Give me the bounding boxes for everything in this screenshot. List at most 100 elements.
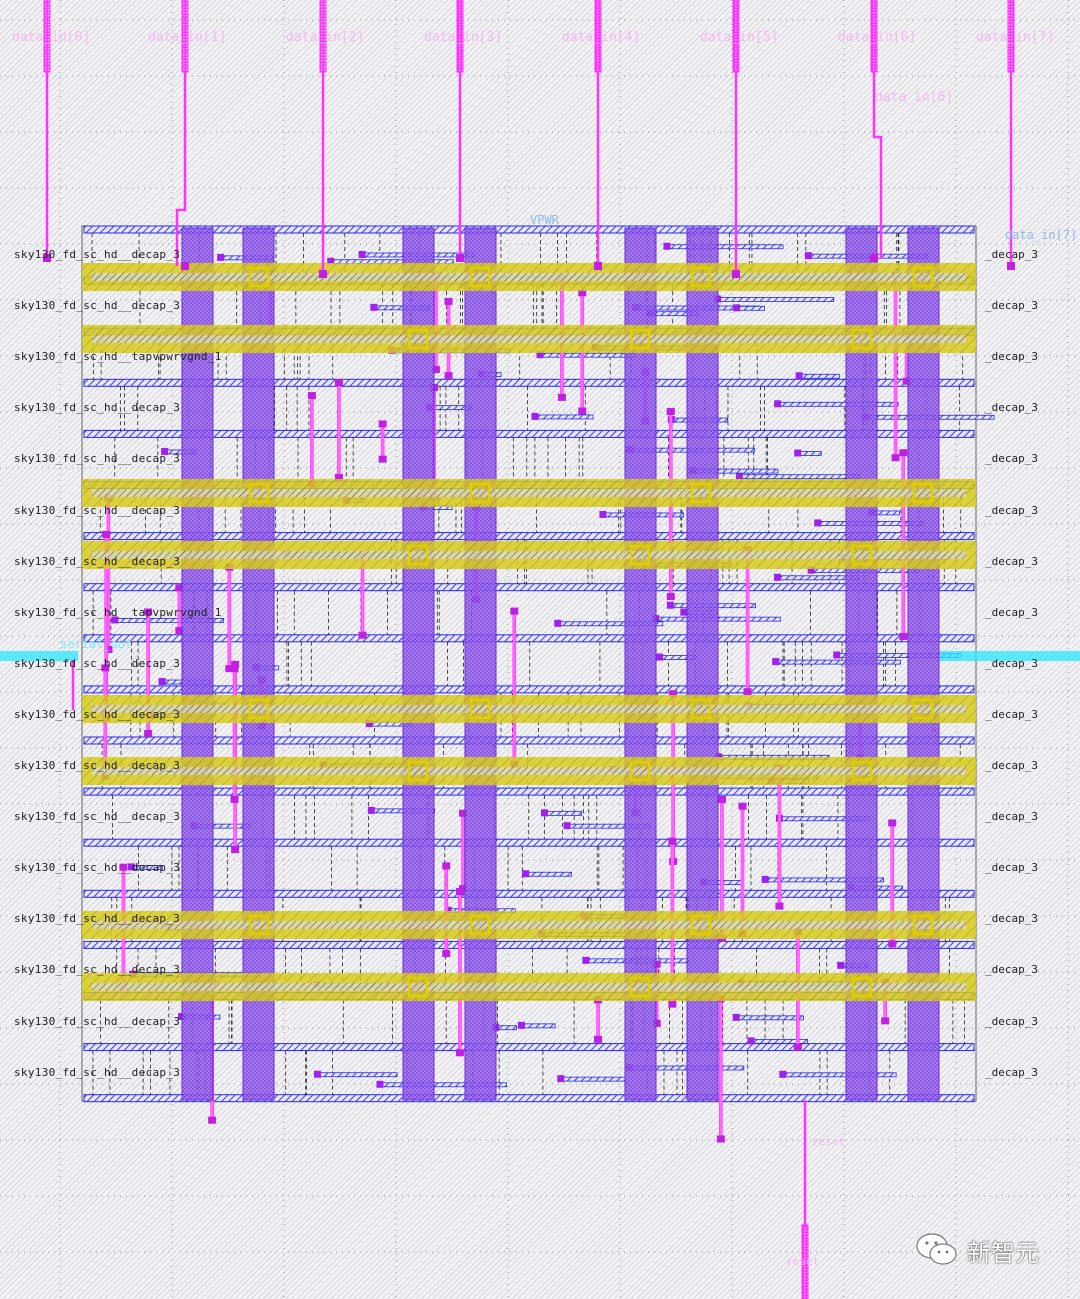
- cell-row-label-right: _decap_3: [985, 452, 1038, 466]
- power-via: [690, 914, 712, 936]
- via-contact: [431, 366, 440, 374]
- met1-under-strap: [92, 767, 966, 775]
- via-contact: [541, 809, 549, 817]
- via-contact: [531, 412, 539, 420]
- via-contact: [517, 1021, 525, 1029]
- cell-row-label: sky130_fd_sc_hd__decap_3: [14, 503, 181, 517]
- cell-row-label: sky130_fd_sc_hd__tapvpwrvgnd_1: [14, 350, 222, 364]
- via-contact: [158, 678, 166, 686]
- cell-row-label-right: _decap_3: [985, 912, 1038, 926]
- via-contact: [761, 875, 769, 883]
- left-io-pin: [0, 651, 78, 661]
- via-contact: [563, 822, 571, 830]
- via-contact: [175, 627, 184, 635]
- cell-row-label-right: _decap_3: [985, 707, 1038, 721]
- via-contact: [656, 653, 664, 661]
- power-rail: [83, 940, 975, 949]
- met2-wire: [559, 1076, 626, 1082]
- pin-via-7: [1007, 262, 1015, 270]
- cell-row-label: sky130_fd_sc_hd__decap_3: [14, 810, 181, 824]
- via-contact: [334, 473, 343, 481]
- cell-row-label-right: _decap_3: [985, 299, 1038, 313]
- met4-strap: [464, 227, 497, 1101]
- via-contact: [442, 950, 451, 958]
- met3-wire: [380, 423, 385, 459]
- met2-wire: [738, 474, 860, 480]
- pin-label-data-in-7: data_in[7]: [976, 30, 1055, 45]
- power-rail: [83, 787, 975, 796]
- via-contact: [881, 1017, 890, 1025]
- via-contact: [888, 940, 897, 948]
- via-contact: [101, 664, 110, 672]
- power-via: [851, 976, 873, 998]
- via-contact: [772, 658, 780, 666]
- via-contact: [313, 1070, 321, 1078]
- via-contact: [175, 584, 184, 592]
- power-via: [629, 328, 651, 350]
- power-rail: [83, 634, 975, 643]
- cell-row-label-right: _decap_3: [985, 1065, 1038, 1079]
- met4-strap: [845, 227, 878, 1101]
- power-via: [629, 976, 651, 998]
- left-pin-label: serial_out: [60, 637, 133, 651]
- via-contact: [442, 862, 451, 870]
- via-contact: [814, 519, 822, 527]
- via-contact: [594, 1035, 603, 1043]
- right-pin-label: data_in[7]: [1005, 228, 1078, 242]
- pin-label-data-in-2: data_in[2]: [286, 30, 365, 45]
- met4-vertical-straps: [181, 227, 940, 1101]
- power-rail: [83, 378, 975, 387]
- via-contact: [669, 690, 678, 698]
- power-rail: [83, 685, 975, 694]
- cell-row-label-right: _decap_3: [985, 503, 1038, 517]
- cell-row-label-right: _decap_3: [985, 656, 1038, 670]
- via-contact: [367, 806, 375, 814]
- via-contact: [557, 393, 566, 401]
- via-contact: [225, 665, 234, 673]
- via-contact: [833, 651, 841, 659]
- cell-row-label-right: _decap_3: [985, 605, 1038, 619]
- via-contact: [804, 252, 812, 260]
- cell-row-label-right: _decap_3: [985, 401, 1038, 415]
- met4-strap: [907, 227, 940, 1101]
- met4-strap: [181, 227, 214, 1101]
- met3-wire: [596, 999, 600, 1040]
- pin-via-4: [594, 262, 602, 270]
- met1-under-strap: [92, 551, 966, 559]
- via-contact: [779, 1070, 787, 1078]
- via-contact: [774, 400, 782, 408]
- met2-wire: [666, 244, 784, 250]
- pin-via-3: [456, 254, 464, 262]
- watermark-text: 新智元: [967, 1238, 1039, 1267]
- met2-wire: [316, 1072, 398, 1078]
- met2-wire: [543, 810, 583, 816]
- met2-wire: [781, 1072, 897, 1078]
- pin-via-2: [319, 270, 327, 278]
- power-via: [851, 328, 873, 350]
- via-contact: [891, 454, 900, 462]
- via-contact: [666, 408, 675, 416]
- power-via: [248, 266, 270, 288]
- via-contact: [663, 242, 671, 250]
- power-via: [851, 544, 873, 566]
- met1-under-strap: [92, 489, 966, 497]
- watermark: 新智元: [915, 1232, 1039, 1268]
- power-via: [629, 760, 651, 782]
- via-contact: [378, 420, 387, 428]
- met3-wire: [512, 610, 517, 765]
- via-contact: [307, 392, 316, 400]
- cell-row-label: sky130_fd_sc_hd__decap_3: [14, 452, 181, 466]
- via-contact: [358, 250, 366, 258]
- via-contact: [668, 837, 677, 845]
- power-rail: [83, 1094, 975, 1103]
- power-via: [912, 914, 934, 936]
- met4-strap: [686, 227, 719, 1101]
- pin-route-6: [872, 72, 883, 258]
- power-via: [912, 266, 934, 288]
- cell-row-label-right: _decap_3: [985, 248, 1038, 261]
- via-contact: [455, 1049, 464, 1057]
- via-contact: [376, 1080, 384, 1088]
- power-via: [248, 914, 270, 936]
